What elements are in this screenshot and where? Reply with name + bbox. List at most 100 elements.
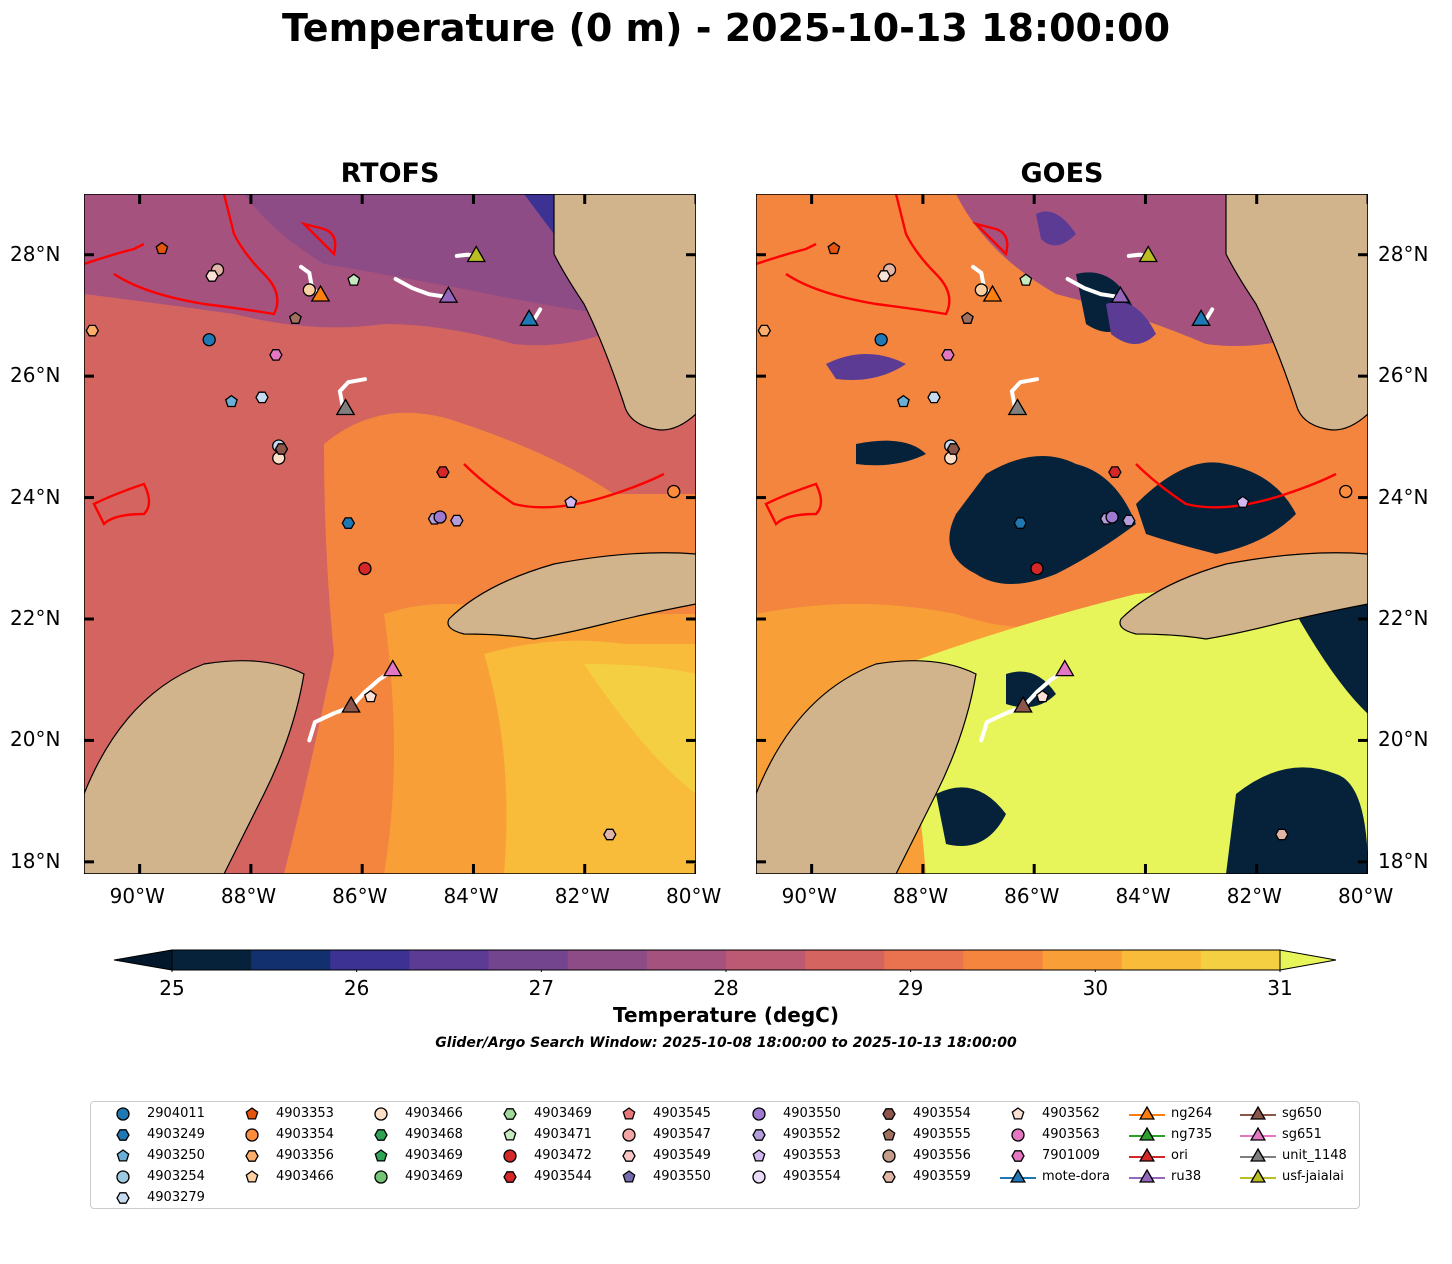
float-marker <box>288 311 302 324</box>
colorbar-segment <box>1042 950 1123 970</box>
float-marker <box>1108 466 1122 478</box>
cold-coastal-water <box>524 194 554 234</box>
legend-swatch <box>1240 1168 1276 1183</box>
legend-swatch <box>1000 1168 1036 1183</box>
float-marker <box>960 311 974 324</box>
legend-marker <box>1138 1147 1156 1162</box>
legend-label: 7901009 <box>1042 1148 1100 1163</box>
legend-swatch <box>245 1128 259 1142</box>
glider-marker-usf-jaialai <box>1138 245 1159 263</box>
legend-label: 4903549 <box>653 1148 711 1163</box>
yucatan-land <box>84 660 305 874</box>
colorbar-segment <box>646 950 727 970</box>
glider-marker-ng264 <box>310 284 331 302</box>
front-contours <box>84 194 665 527</box>
legend-label: 4903552 <box>783 1127 841 1142</box>
legend-label: 2904011 <box>147 1106 205 1121</box>
legend-label: 4903554 <box>913 1106 971 1121</box>
float-marker <box>436 466 450 478</box>
legend-swatch <box>622 1128 636 1142</box>
legend-swatch <box>622 1170 636 1183</box>
colorbar-segment <box>488 950 569 970</box>
colorbar-under-arrow <box>114 949 173 971</box>
colorbar-over-arrow <box>1279 949 1337 971</box>
legend-marker <box>245 1170 259 1183</box>
float-marker <box>202 333 216 347</box>
legend-marker <box>752 1129 766 1141</box>
glider-track-sg650 <box>307 705 354 743</box>
map-panel-rtofs <box>84 194 696 874</box>
float-marker <box>564 495 578 508</box>
legend-marker <box>1249 1147 1267 1162</box>
legend-swatch <box>1240 1126 1276 1141</box>
legend-marker <box>1249 1105 1267 1120</box>
colorbar-tick-label: 25 <box>159 976 185 1000</box>
legend-marker <box>503 1171 517 1183</box>
legend-marker <box>1249 1168 1267 1183</box>
legend-swatch <box>374 1149 388 1162</box>
float-marker <box>1105 510 1119 524</box>
legend-swatch <box>245 1170 259 1183</box>
legend-marker <box>1009 1168 1027 1183</box>
colorbar-tick-label: 26 <box>343 976 370 1000</box>
legend-label: 4903354 <box>276 1127 334 1142</box>
legend-label: 4903469 <box>405 1169 463 1184</box>
legend-swatch <box>622 1150 636 1162</box>
lat-tick-label: 22°N <box>10 606 61 630</box>
front-contours <box>756 194 1337 527</box>
lon-tick-label: 90°W <box>781 884 837 908</box>
legend-label: 4903550 <box>653 1169 711 1184</box>
glider-marker-sg651 <box>382 659 403 677</box>
legend-swatch <box>752 1170 766 1184</box>
float-marker <box>877 270 891 282</box>
legend-swatch <box>1240 1147 1276 1162</box>
legend-label: 4903544 <box>534 1169 592 1184</box>
lon-tick-label: 88°W <box>892 884 949 908</box>
glider-marker-mote-dora <box>519 309 539 326</box>
glider-marker-usf-jaialai <box>466 245 487 263</box>
legend-label: unit_1148 <box>1282 1148 1347 1163</box>
lon-tick-label: 84°W <box>1115 884 1171 908</box>
float-marker <box>269 349 283 361</box>
colorbar-segment <box>567 950 648 970</box>
legend-marker <box>245 1107 259 1120</box>
float-marker <box>155 241 169 255</box>
argo-floats <box>85 241 681 841</box>
cool-patches <box>826 211 1156 380</box>
glider-marker-unit_1148 <box>1007 398 1028 416</box>
legend-swatch <box>116 1149 130 1162</box>
colorbar-segment <box>172 950 252 970</box>
legend-label: ru38 <box>1171 1169 1202 1184</box>
glider-marker-ru38 <box>1110 285 1131 303</box>
legend-marker <box>245 1150 259 1162</box>
colorbar-tick-label: 31 <box>1267 976 1293 1000</box>
glider-marker-sg650 <box>341 695 361 713</box>
yucatan-land <box>756 660 977 874</box>
colorbar-segment <box>1121 950 1202 970</box>
legend-label: 4903555 <box>913 1127 971 1142</box>
panel-title-rtofs: RTOFS <box>340 158 440 189</box>
legend-label: 4903469 <box>534 1106 592 1121</box>
lat-tick-label: 22°N <box>1378 606 1429 630</box>
cool-water-core <box>244 194 604 314</box>
legend-label: 4903353 <box>276 1106 334 1121</box>
float-marker <box>1019 273 1033 286</box>
float-marker <box>341 517 356 529</box>
figure-title: Temperature (0 m) - 2025-10-13 18:00:00 <box>281 6 1171 50</box>
lat-tick-label: 28°N <box>1378 241 1429 266</box>
float-marker <box>358 561 372 576</box>
legend-label: 4903466 <box>405 1106 463 1121</box>
lon-tick-label: 80°W <box>1338 884 1394 908</box>
float-marker <box>274 443 289 455</box>
legend-swatch <box>374 1107 388 1121</box>
lon-tick-label: 80°W <box>666 884 722 908</box>
legend-swatch <box>1011 1128 1025 1142</box>
float-marker <box>974 283 988 297</box>
lat-tick-label: 18°N <box>1378 848 1429 873</box>
legend-label: 4903559 <box>913 1169 971 1184</box>
legend-label: 4903545 <box>653 1106 711 1121</box>
float-marker <box>667 484 681 499</box>
colorbar-segment <box>726 950 806 970</box>
legend-label: usf-jaialai <box>1282 1169 1344 1184</box>
legend-marker <box>116 1107 130 1121</box>
